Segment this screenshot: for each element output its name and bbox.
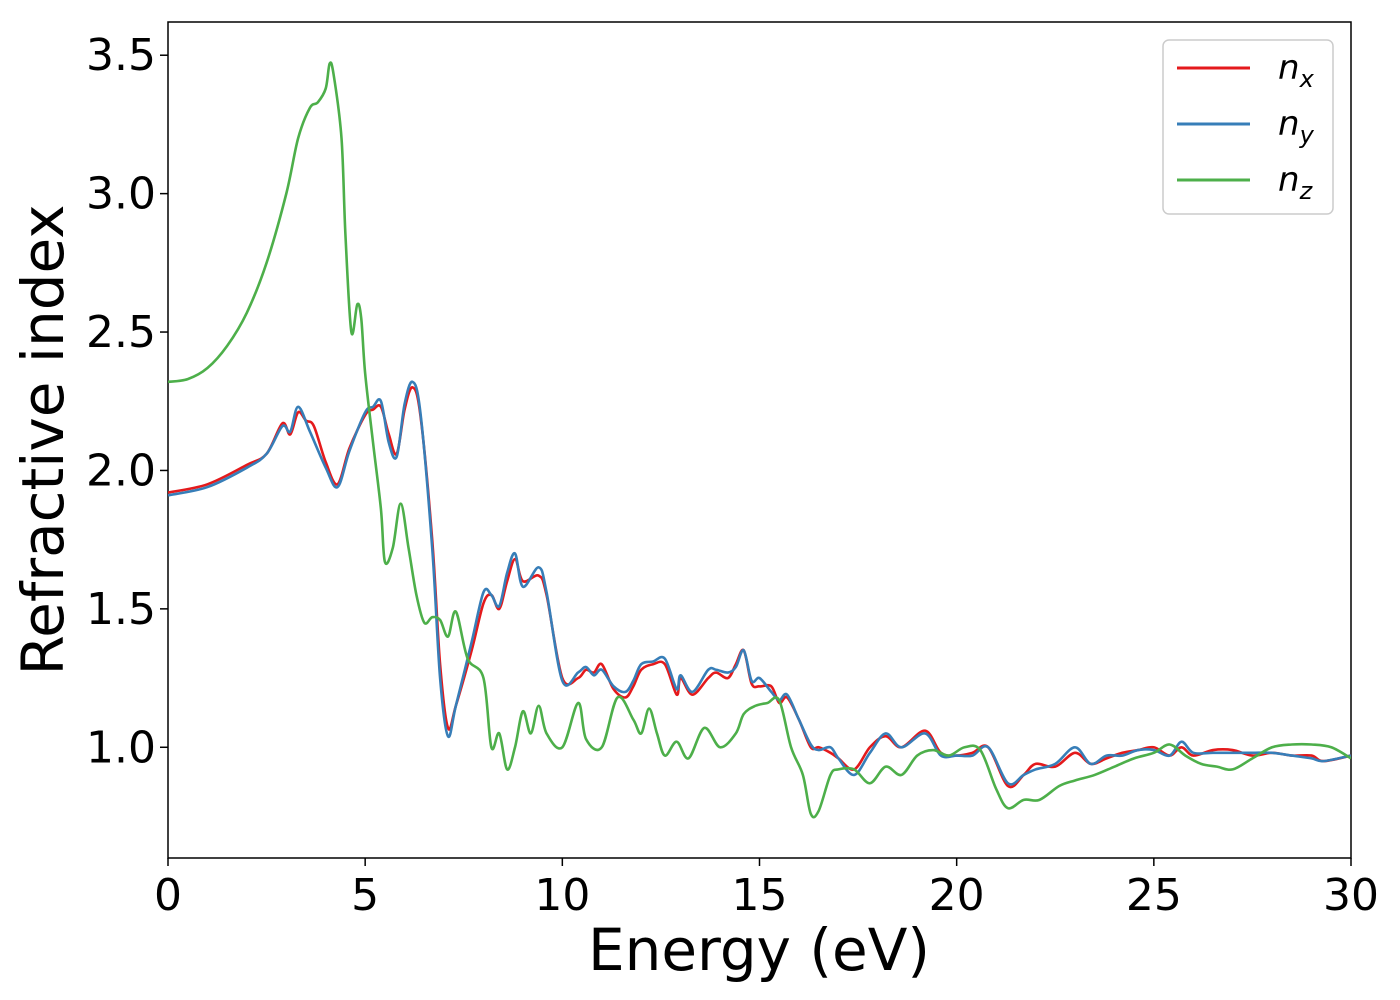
x-tick-label: 30 [1323,870,1379,921]
y-axis-ticks: 1.0 1.5 2.0 2.5 3.0 3.5 [86,30,168,773]
y-tick-label: 2.0 [86,445,156,496]
series-line-ny [168,380,1351,786]
series-line-nz [168,61,1351,819]
x-tick-label: 5 [351,870,379,921]
x-axis-label: Energy (eV) [588,916,930,984]
x-tick-label: 25 [1126,870,1182,921]
y-tick-label: 3.5 [86,30,156,81]
x-tick-label: 0 [154,870,182,921]
series-line-nx [168,386,1351,789]
legend-label-nx: nx [1278,48,1315,93]
legend: nx ny nz [1162,39,1334,215]
y-tick-label: 1.0 [86,722,156,773]
y-tick-label: 3.0 [86,169,156,220]
y-axis-label: Refractive index [9,204,77,675]
x-tick-label: 15 [732,870,788,921]
x-tick-label: 10 [534,870,590,921]
y-tick-label: 1.5 [86,584,156,635]
series-layer [168,61,1351,819]
legend-label-ny: ny [1278,104,1315,149]
x-axis-ticks: 0 5 10 15 20 25 30 [154,858,1379,921]
y-tick-label: 2.5 [86,307,156,358]
x-tick-label: 20 [929,870,985,921]
legend-box [1162,39,1334,215]
legend-label-nz: nz [1278,160,1314,205]
legend-entries: nx ny nz [1177,48,1315,205]
